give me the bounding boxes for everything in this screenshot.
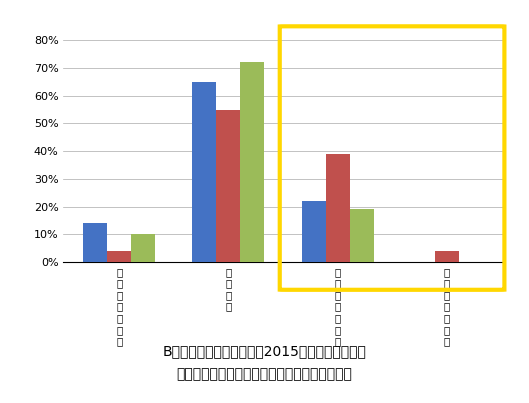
Bar (435, 251, 459, 262)
Bar (241, 62, 264, 262)
Bar (350, 209, 373, 262)
Bar (302, 201, 325, 262)
Bar (325, 154, 350, 262)
Bar (131, 234, 156, 262)
Bar (107, 251, 131, 262)
Bar (84, 223, 107, 262)
Bar (193, 82, 216, 262)
Text: B高校では、高校１年次（2015年度）の調査から
１レベル以上アップした人の割合が著しく高い: B高校では、高校１年次（2015年度）の調査から １レベル以上アップした人の割合… (162, 344, 367, 381)
Bar (216, 110, 241, 262)
